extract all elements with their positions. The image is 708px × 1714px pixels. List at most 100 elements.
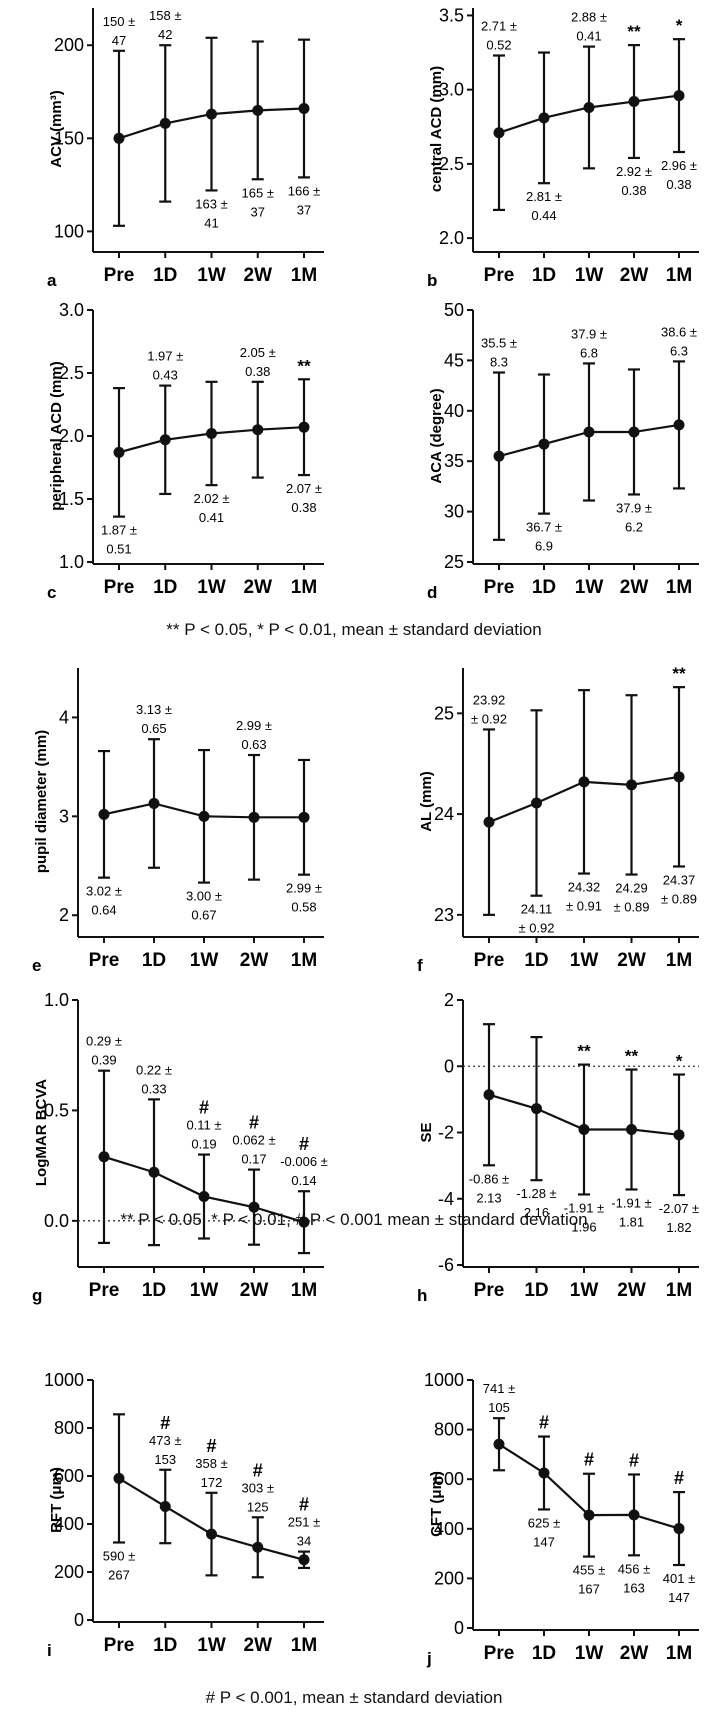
data-point	[206, 427, 217, 439]
y-axis-label: AL (mm)	[418, 771, 435, 832]
data-label-sd: 0.44	[531, 208, 556, 223]
x-tick-label: Pre	[104, 577, 135, 598]
x-tick-label: 1D	[524, 1280, 548, 1301]
y-axis-label: RFT (μm)	[48, 1467, 65, 1533]
x-tick-label: 1M	[291, 265, 317, 286]
x-tick-label: 2W	[620, 577, 649, 598]
panel-e: 2 3 4 Pre 1D 1W 2W 1M pupil diameter (mm) e 3.02 ±…	[32, 668, 324, 975]
x-tick-label: 1D	[142, 950, 166, 971]
x-tick-label: 1W	[190, 950, 219, 971]
caption-row3-rest: mean ± standard deviation	[302, 1688, 503, 1707]
panel-letter: h	[417, 1286, 427, 1305]
y-axis-label: central ACD (mm)	[428, 66, 445, 192]
data-label: 0.22 ±	[136, 1062, 172, 1077]
y-tick-label: 2	[444, 990, 454, 1010]
x-tick-label: Pre	[104, 265, 135, 286]
significance-mark: #	[160, 1413, 170, 1433]
y-tick-label: 600	[54, 1466, 84, 1486]
data-label-sd: 0.67	[191, 908, 216, 923]
x-tick-label: 1M	[666, 265, 692, 286]
x-tick-label: 1M	[666, 950, 692, 971]
y-tick-label: 0	[454, 1618, 464, 1638]
data-label: 24.37	[663, 872, 696, 887]
x-tick-label: 1M	[291, 577, 317, 598]
data-point	[531, 797, 542, 809]
y-axis-label: pupil diameter (mm)	[33, 730, 50, 873]
data-label: 358 ±	[195, 1456, 227, 1471]
panel-a: 100 150 200 Pre 1D 1W 2W 1M ACV (mm³) a 150 ± 47 158…	[47, 8, 324, 290]
significance-mark: **	[577, 1042, 591, 1061]
x-tick-label: 1D	[153, 1635, 177, 1656]
data-label-sd: 37	[297, 202, 311, 217]
y-tick-label: 4	[59, 707, 69, 727]
panel-letter: b	[427, 271, 437, 290]
data-label-sd: 6.9	[535, 539, 553, 554]
data-point	[298, 811, 310, 823]
x-tick-label: Pre	[484, 265, 515, 286]
y-tick-label: 25	[434, 703, 454, 723]
y-axis-label: SE	[418, 1122, 435, 1142]
y-tick-label: 23	[434, 905, 454, 925]
data-label-sd: 0.38	[291, 500, 316, 515]
x-tick-label: 1M	[291, 1280, 317, 1301]
caption-row1-p01: * P < 0.01,	[257, 620, 337, 639]
panel-letter: e	[32, 956, 41, 975]
x-tick-label: 1W	[197, 577, 226, 598]
data-label-sd: 34	[297, 1534, 311, 1549]
y-tick-label: 600	[434, 1469, 464, 1489]
data-label-sd: 147	[668, 1590, 690, 1605]
x-tick-label: 1D	[532, 577, 556, 598]
y-tick-label: 3.5	[439, 5, 464, 25]
data-label-sd: 41	[204, 215, 218, 230]
significance-mark: #	[253, 1460, 263, 1480]
x-tick-label: 2W	[617, 950, 646, 971]
caption-row2-p01: * P < 0.01,	[211, 1210, 291, 1229]
y-tick-label: 35	[444, 451, 464, 471]
x-tick-label: 1M	[291, 1635, 317, 1656]
data-point	[159, 117, 171, 129]
data-label: 741 ±	[483, 1381, 515, 1396]
x-tick-label: Pre	[474, 950, 505, 971]
data-label-sd: 147	[533, 1534, 555, 1549]
y-tick-label: -6	[438, 1255, 454, 1275]
panel-letter: f	[417, 956, 423, 975]
significance-mark: **	[625, 1047, 639, 1066]
data-label: 2.05 ±	[240, 345, 276, 360]
y-tick-label: 2.5	[439, 154, 464, 174]
data-label-sd: 6.8	[580, 345, 598, 360]
y-tick-label: 400	[434, 1519, 464, 1539]
data-point	[628, 1509, 640, 1521]
data-label-sd: 0.38	[666, 177, 691, 192]
x-tick-label: 1W	[190, 1280, 219, 1301]
data-label: 24.32	[568, 880, 601, 895]
data-label-sd: 125	[247, 1499, 269, 1514]
x-tick-label: 1M	[291, 950, 317, 971]
data-label-sd: 0.17	[241, 1152, 266, 1167]
data-point	[298, 1554, 310, 1566]
data-label: 3.13 ±	[136, 702, 172, 717]
data-label: 2.02 ±	[193, 491, 229, 506]
data-point	[148, 797, 160, 809]
x-tick-label: 1M	[666, 1643, 692, 1664]
y-tick-label: 150	[54, 128, 84, 148]
x-tick-label: 1W	[570, 1280, 599, 1301]
x-tick-label: 2W	[617, 1280, 646, 1301]
x-tick-label: 2W	[244, 1635, 273, 1656]
data-label-sd: ± 0.89	[661, 891, 697, 906]
significance-mark: #	[299, 1495, 309, 1515]
data-label: 2.99 ±	[236, 718, 272, 733]
data-label-sd: ± 0.89	[613, 900, 649, 915]
significance-mark: #	[629, 1450, 639, 1470]
data-point	[113, 446, 125, 458]
caption-row1-p05: ** P < 0.05,	[166, 620, 253, 639]
y-axis-label: ACA (degree)	[428, 388, 445, 483]
x-tick-label: Pre	[89, 950, 120, 971]
data-label: 401 ±	[663, 1571, 695, 1586]
data-point	[98, 808, 110, 820]
caption-row2: ** P < 0.05, * P < 0.01, # P < 0.001 mea…	[0, 1210, 708, 1230]
y-tick-label: 400	[54, 1514, 84, 1534]
data-point	[538, 438, 550, 450]
data-point	[493, 127, 505, 139]
panel-letter: d	[427, 583, 437, 602]
y-tick-label: 2.5	[59, 363, 84, 383]
